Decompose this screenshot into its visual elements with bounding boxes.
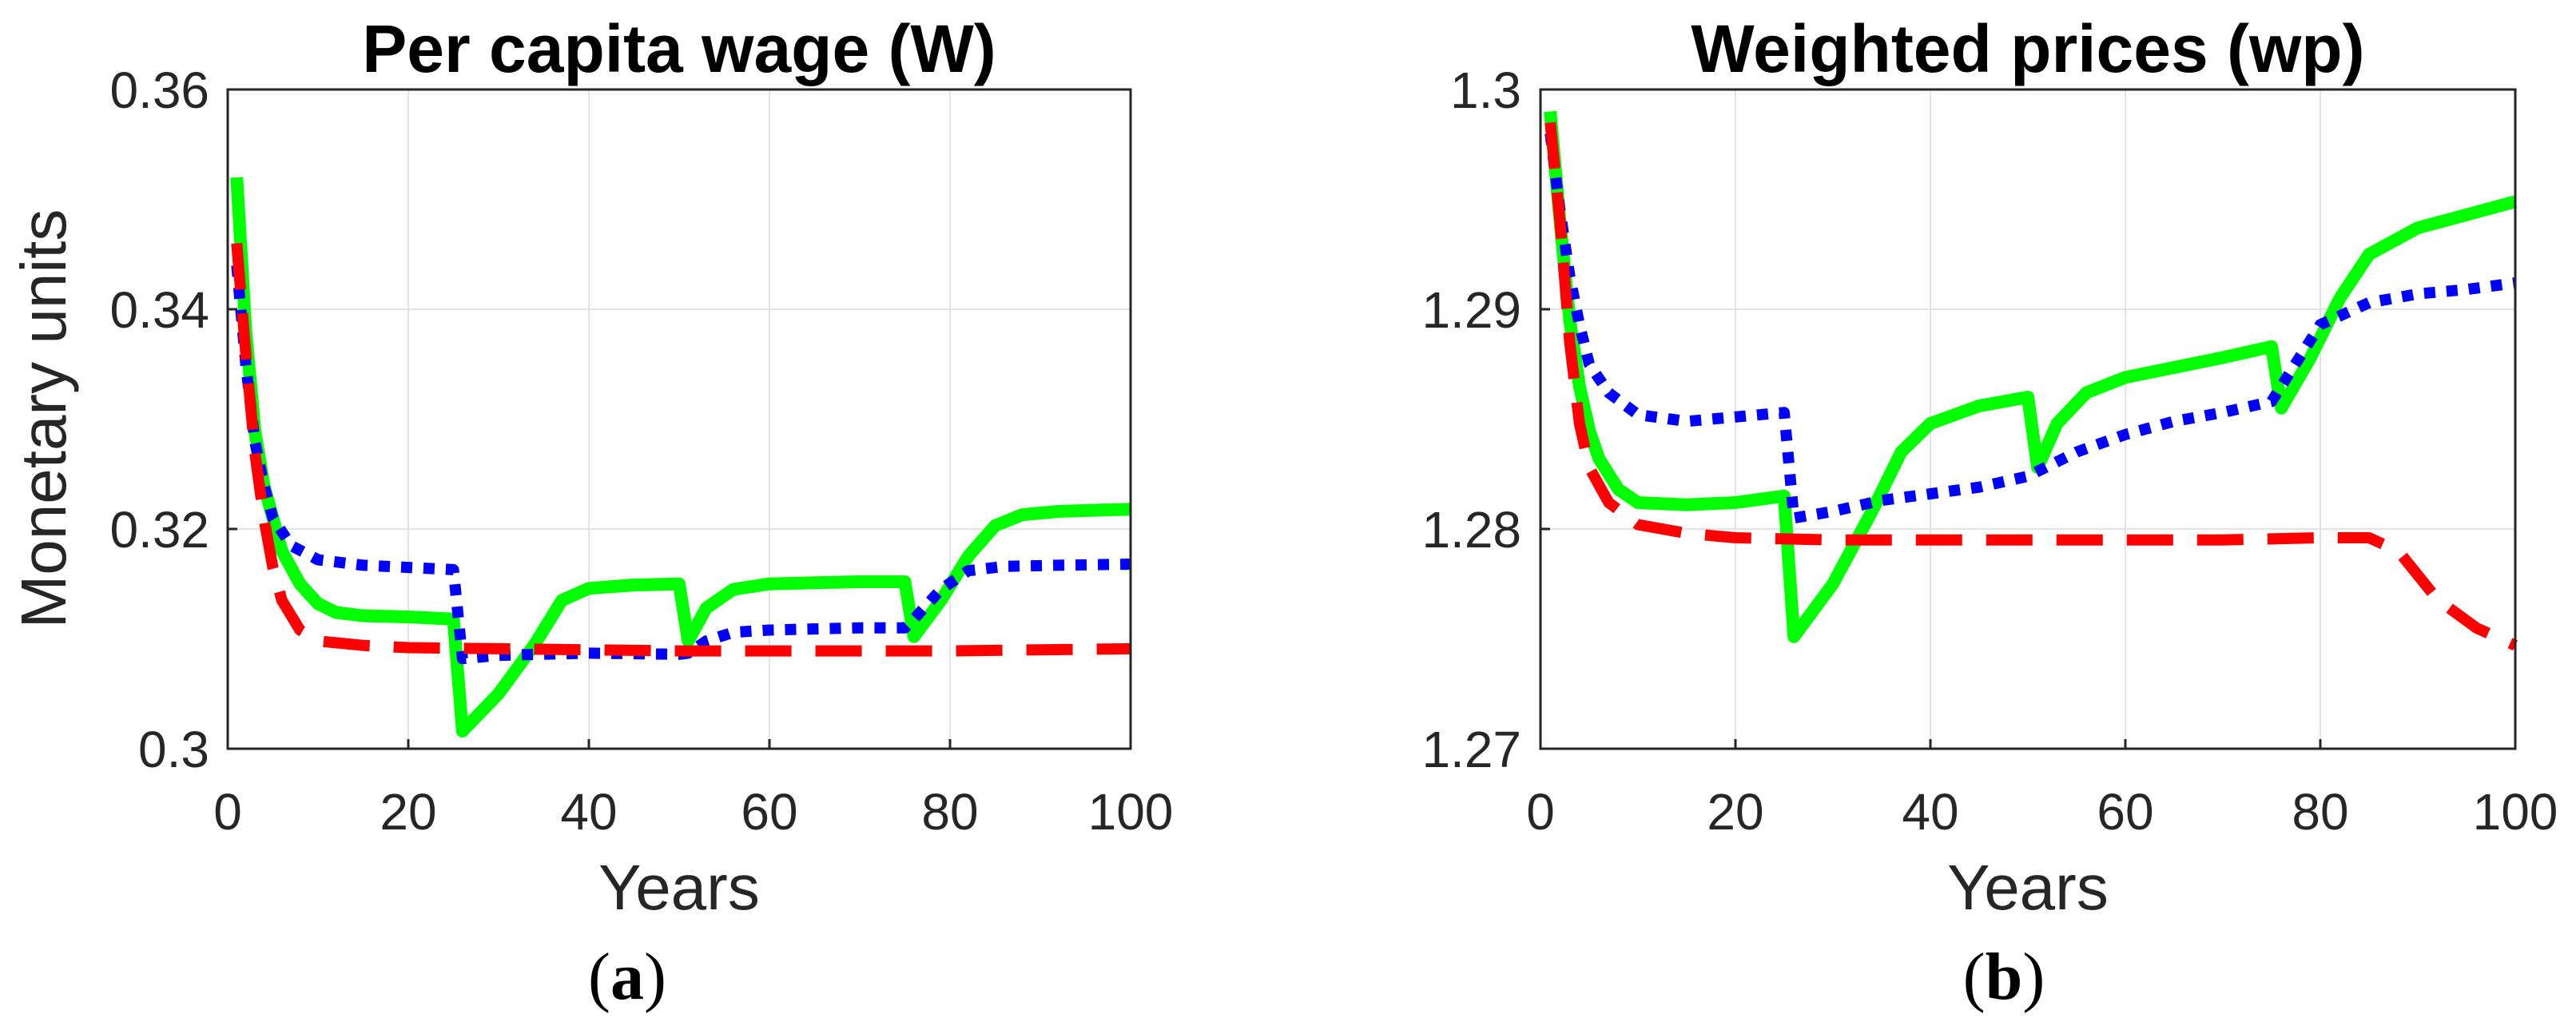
- x-tick-a-5: 100: [1088, 783, 1174, 841]
- x-tick-b-2: 40: [1902, 783, 1958, 841]
- caption-b-letter: b: [1986, 940, 2023, 1014]
- y-tick-a-2: 0.34: [109, 281, 209, 339]
- y-tick-b-1: 1.28: [1421, 501, 1521, 559]
- x-tick-b-5: 100: [2473, 783, 2558, 841]
- x-tick-b-1: 20: [1707, 783, 1763, 841]
- x-tick-b-4: 80: [2292, 783, 2348, 841]
- x-axis-label-a: Years: [598, 852, 760, 923]
- y-tick-b-0: 1.27: [1421, 721, 1521, 778]
- y-tick-b-3: 1.3: [1450, 62, 1521, 119]
- caption-a: (a): [588, 940, 666, 1014]
- y-tick-a-0: 0.3: [138, 721, 209, 778]
- caption-a-letter: a: [610, 940, 644, 1014]
- ticks-b: [1539, 88, 2517, 750]
- x-tick-a-0: 0: [213, 783, 242, 841]
- x-axis-label-b: Years: [1947, 852, 2109, 923]
- chart-panel-a: Per capita wage (W) 0 20 40 60 80 100 0.…: [8, 11, 1173, 1014]
- chart-title-b: Weighted prices (wp): [1691, 11, 2364, 86]
- y-tick-a-3: 0.36: [109, 62, 209, 119]
- caption-b: (b): [1963, 940, 2045, 1014]
- x-tick-b-3: 60: [2097, 783, 2153, 841]
- lines-b: [1544, 110, 2518, 651]
- x-tick-a-4: 80: [921, 783, 978, 841]
- x-tick-a-1: 20: [380, 783, 436, 841]
- x-tick-a-3: 60: [741, 783, 797, 841]
- x-tick-a-2: 40: [560, 783, 617, 841]
- y-tick-a-1: 0.32: [109, 501, 209, 559]
- chart-panel-b: Weighted prices (wp) 0 20 40 60 80 100 1…: [1421, 11, 2558, 1014]
- chart-title-a: Per capita wage (W): [362, 11, 996, 86]
- series-line-b-scenario-blue: [1544, 133, 2516, 524]
- lines-a: [230, 177, 1131, 738]
- series-line-b-scenario-red: [1544, 121, 2518, 651]
- plot-frame-b: [1539, 88, 2517, 750]
- ticks-a: [226, 88, 1132, 750]
- y-tick-b-2: 1.29: [1421, 281, 1521, 339]
- y-axis-label-a: Monetary units: [8, 209, 79, 629]
- series-line-b-scenario-green: [1544, 110, 2518, 643]
- series-line-a-scenario-green: [230, 177, 1131, 738]
- plot-frame-a: [226, 88, 1132, 750]
- x-tick-b-0: 0: [1526, 783, 1555, 841]
